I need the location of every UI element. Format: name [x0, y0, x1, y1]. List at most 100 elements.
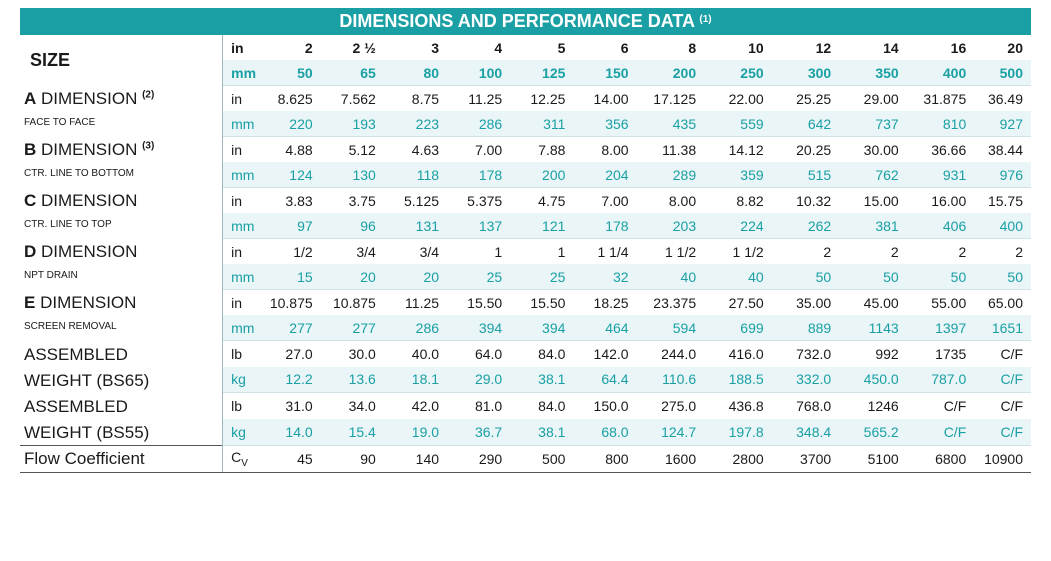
value-cell: 732.0 [796, 345, 832, 362]
value-cell: 15.00 [863, 192, 899, 209]
value-cell: 1246 [867, 397, 899, 414]
value-cell: 311 [510, 111, 574, 137]
value-cell: 416.0 [728, 345, 764, 362]
flow-value-cell: 2800 [704, 444, 772, 473]
dimension-name: DIMENSION [40, 292, 137, 312]
dimension-subtitle: CTR. LINE TO BOTTOM [24, 167, 135, 179]
value-cell: 10.875 [269, 294, 313, 311]
flow-value-cell: 1600 [636, 444, 705, 473]
value-cell: 5.125 [403, 192, 440, 209]
value-cell: 350 [839, 60, 907, 86]
value-cell: 16.00 [931, 192, 967, 209]
value-cell: 97 [264, 213, 321, 239]
table-row: mm 15 20 20 25 25 32 40 40 50 50 50 50 [20, 264, 1031, 290]
value-cell: 450.0 [839, 366, 907, 393]
unit-cell: mm [222, 213, 265, 239]
value-cell: 810 [906, 111, 975, 137]
value-cell: 36.49 [987, 90, 1023, 107]
value-cell: 11.38 [662, 141, 697, 158]
dimension-title: C DIMENSION [24, 191, 222, 211]
value-cell: 84.0 [538, 397, 566, 414]
value-cell: 110.6 [636, 366, 705, 393]
unit-cell: in [231, 141, 243, 158]
value-cell: 2 [1015, 243, 1023, 260]
value-cell: 400 [906, 60, 975, 86]
table-row: B DIMENSION (3) CTR. LINE TO BOTTOM in 4.88… [20, 136, 1031, 188]
value-cell: 38.44 [987, 141, 1023, 158]
value-cell: 4.75 [538, 192, 566, 209]
value-cell: 20 [320, 264, 384, 290]
value-cell: 124 [264, 162, 321, 188]
unit-cell: mm [222, 264, 265, 290]
table-row: mm 50 65 80 100 125 150 200 250 300 350 400 500 [20, 60, 1031, 86]
value-cell: 699 [704, 315, 772, 341]
value-cell: 2 [890, 243, 899, 260]
value-cell: 7.00 [601, 192, 629, 209]
unit-cell: mm [222, 60, 265, 86]
value-cell: 81.0 [474, 397, 503, 414]
weight-label: ASSEMBLED WEIGHT (BS55) [20, 392, 224, 445]
table-row: ASSEMBLED WEIGHT (BS65) lb 27.0 30.0 40.0 64.0… [20, 340, 1031, 393]
value-cell: 200 [636, 60, 705, 86]
value-cell: 275.0 [661, 397, 697, 414]
value-cell: 40.0 [411, 345, 440, 362]
value-cell: 286 [447, 111, 511, 137]
flow-value-cell: 290 [447, 444, 511, 473]
dimension-letter: D [24, 241, 37, 261]
value-cell: 286 [383, 315, 448, 341]
table-row: E DIMENSION SCREEN REMOVAL in 10.875 10.875 1… [20, 289, 1031, 341]
weight-label-line2: WEIGHT (BS55) [24, 422, 150, 442]
flow-coefficient-row: Flow Coefficient CV 45 90 140 290 500 800 1600 28… [20, 444, 1031, 473]
table-row: kg 14.0 15.4 19.0 36.7 38.1 68.0 124.7 197.8 348.… [20, 418, 1031, 446]
dimension-label: E DIMENSION SCREEN REMOVAL [20, 289, 224, 341]
value-cell: 193 [320, 111, 384, 137]
size-label: SIZE [20, 35, 224, 86]
value-cell: 150 [573, 60, 637, 86]
unit-cell: lb [231, 397, 243, 414]
flow-value-cell: 500 [510, 444, 574, 473]
title-footnote: (1) [699, 14, 712, 25]
value-cell: 125 [510, 60, 574, 86]
table-title: DIMENSIONS AND PERFORMANCE DATA (1) [20, 8, 1031, 35]
value-cell: 35.00 [796, 294, 832, 311]
value-cell: 38.1 [510, 418, 574, 446]
value-cell: 220 [264, 111, 321, 137]
value-cell: 332.0 [771, 366, 840, 393]
value-cell: 1 [557, 243, 566, 260]
dimension-name: DIMENSION [41, 88, 138, 108]
value-cell: 4 [447, 35, 511, 60]
value-cell: 356 [573, 111, 637, 137]
value-cell: 12 [771, 35, 840, 60]
value-cell: 7.562 [340, 90, 376, 107]
value-cell: 436.8 [728, 397, 764, 414]
value-cell: 31.875 [923, 90, 967, 107]
value-cell: 50 [906, 264, 975, 290]
value-cell: 96 [320, 213, 384, 239]
value-cell: 150.0 [593, 397, 629, 414]
flow-value-cell: 6800 [906, 444, 975, 473]
value-cell: C/F [1000, 345, 1023, 362]
value-cell: C/F [906, 418, 975, 446]
value-cell: 277 [264, 315, 321, 341]
weight-label-line1: ASSEMBLED [24, 344, 128, 364]
dimension-label: B DIMENSION (3) CTR. LINE TO BOTTOM [20, 136, 224, 188]
table-row: ASSEMBLED WEIGHT (BS55) lb 31.0 34.0 42.0 81.0… [20, 392, 1031, 445]
value-cell: 8.625 [277, 90, 313, 107]
unit-cell: lb [231, 345, 243, 362]
value-cell: 250 [704, 60, 772, 86]
value-cell: 50 [974, 264, 1031, 290]
flow-value-cell: 140 [383, 444, 448, 473]
value-cell: 394 [447, 315, 511, 341]
unit-cell: mm [222, 315, 265, 341]
value-cell: 65 [320, 60, 384, 86]
value-cell: 188.5 [704, 366, 772, 393]
value-cell: 3/4 [419, 243, 440, 260]
value-cell: 204 [573, 162, 637, 188]
value-cell: 1735 [935, 345, 967, 362]
value-cell: 1 1/2 [732, 243, 764, 260]
dimension-label: C DIMENSION CTR. LINE TO TOP [20, 187, 224, 239]
unit-cell: mm [222, 111, 265, 137]
value-cell: 12.25 [530, 90, 566, 107]
table-row: A DIMENSION (2) FACE TO FACE in 8.625 7.562 8… [20, 85, 1031, 137]
value-cell: 277 [320, 315, 384, 341]
